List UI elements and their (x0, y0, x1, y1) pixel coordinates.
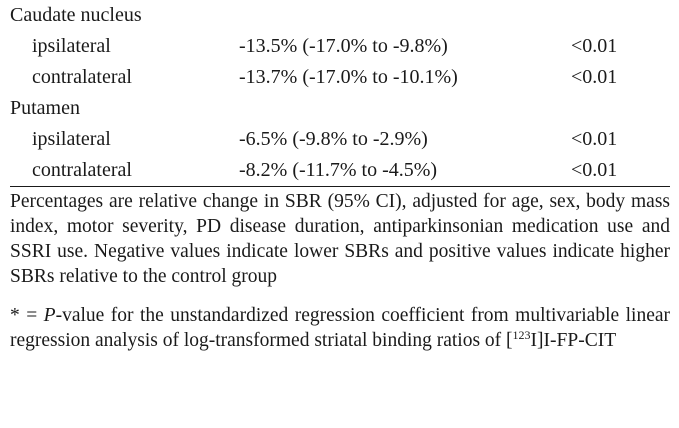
estimate-value: -6.5% (-9.8% to -2.9%) (239, 128, 428, 150)
p-value: <0.01 (571, 35, 618, 57)
p-value: <0.01 (571, 66, 618, 88)
group-label-caudate: Caudate nucleus (10, 4, 142, 26)
table-row: contralateral -8.2% (-11.7% to -4.5%) <0… (10, 155, 670, 186)
footnote-suffix: I]I-FP-CIT (530, 330, 617, 351)
footnote-prefix: * = (10, 305, 44, 326)
side-label: contralateral (32, 159, 132, 181)
group-row: Putamen (10, 93, 670, 124)
group-label-putamen: Putamen (10, 97, 80, 119)
p-value: <0.01 (571, 128, 618, 150)
estimate-value: -13.7% (-17.0% to -10.1%) (239, 66, 458, 88)
estimate-value: -8.2% (-11.7% to -4.5%) (239, 159, 438, 181)
table-notes: Percentages are relative change in SBR (… (10, 189, 670, 353)
results-table: Caudate nucleus ipsilateral -13.5% (-17.… (10, 0, 670, 186)
p-value: <0.01 (571, 159, 618, 181)
notes-footnote: * = P-value for the unstandardized regre… (10, 303, 670, 353)
side-label: contralateral (32, 66, 132, 88)
side-label: ipsilateral (32, 128, 111, 150)
notes-description: Percentages are relative change in SBR (… (10, 191, 670, 287)
estimate-value: -13.5% (-17.0% to -9.8%) (239, 35, 448, 57)
footnote-middle: -value for the unstandardized regression… (10, 305, 670, 351)
table-row: ipsilateral -6.5% (-9.8% to -2.9%) <0.01 (10, 124, 670, 155)
table-bottom-rule (10, 186, 670, 187)
table-row: contralateral -13.7% (-17.0% to -10.1%) … (10, 62, 670, 93)
footnote-italic-p: P (43, 305, 56, 326)
table-row: ipsilateral -13.5% (-17.0% to -9.8%) <0.… (10, 31, 670, 62)
group-row: Caudate nucleus (10, 0, 670, 31)
footnote-superscript: 123 (512, 328, 531, 342)
side-label: ipsilateral (32, 35, 111, 57)
